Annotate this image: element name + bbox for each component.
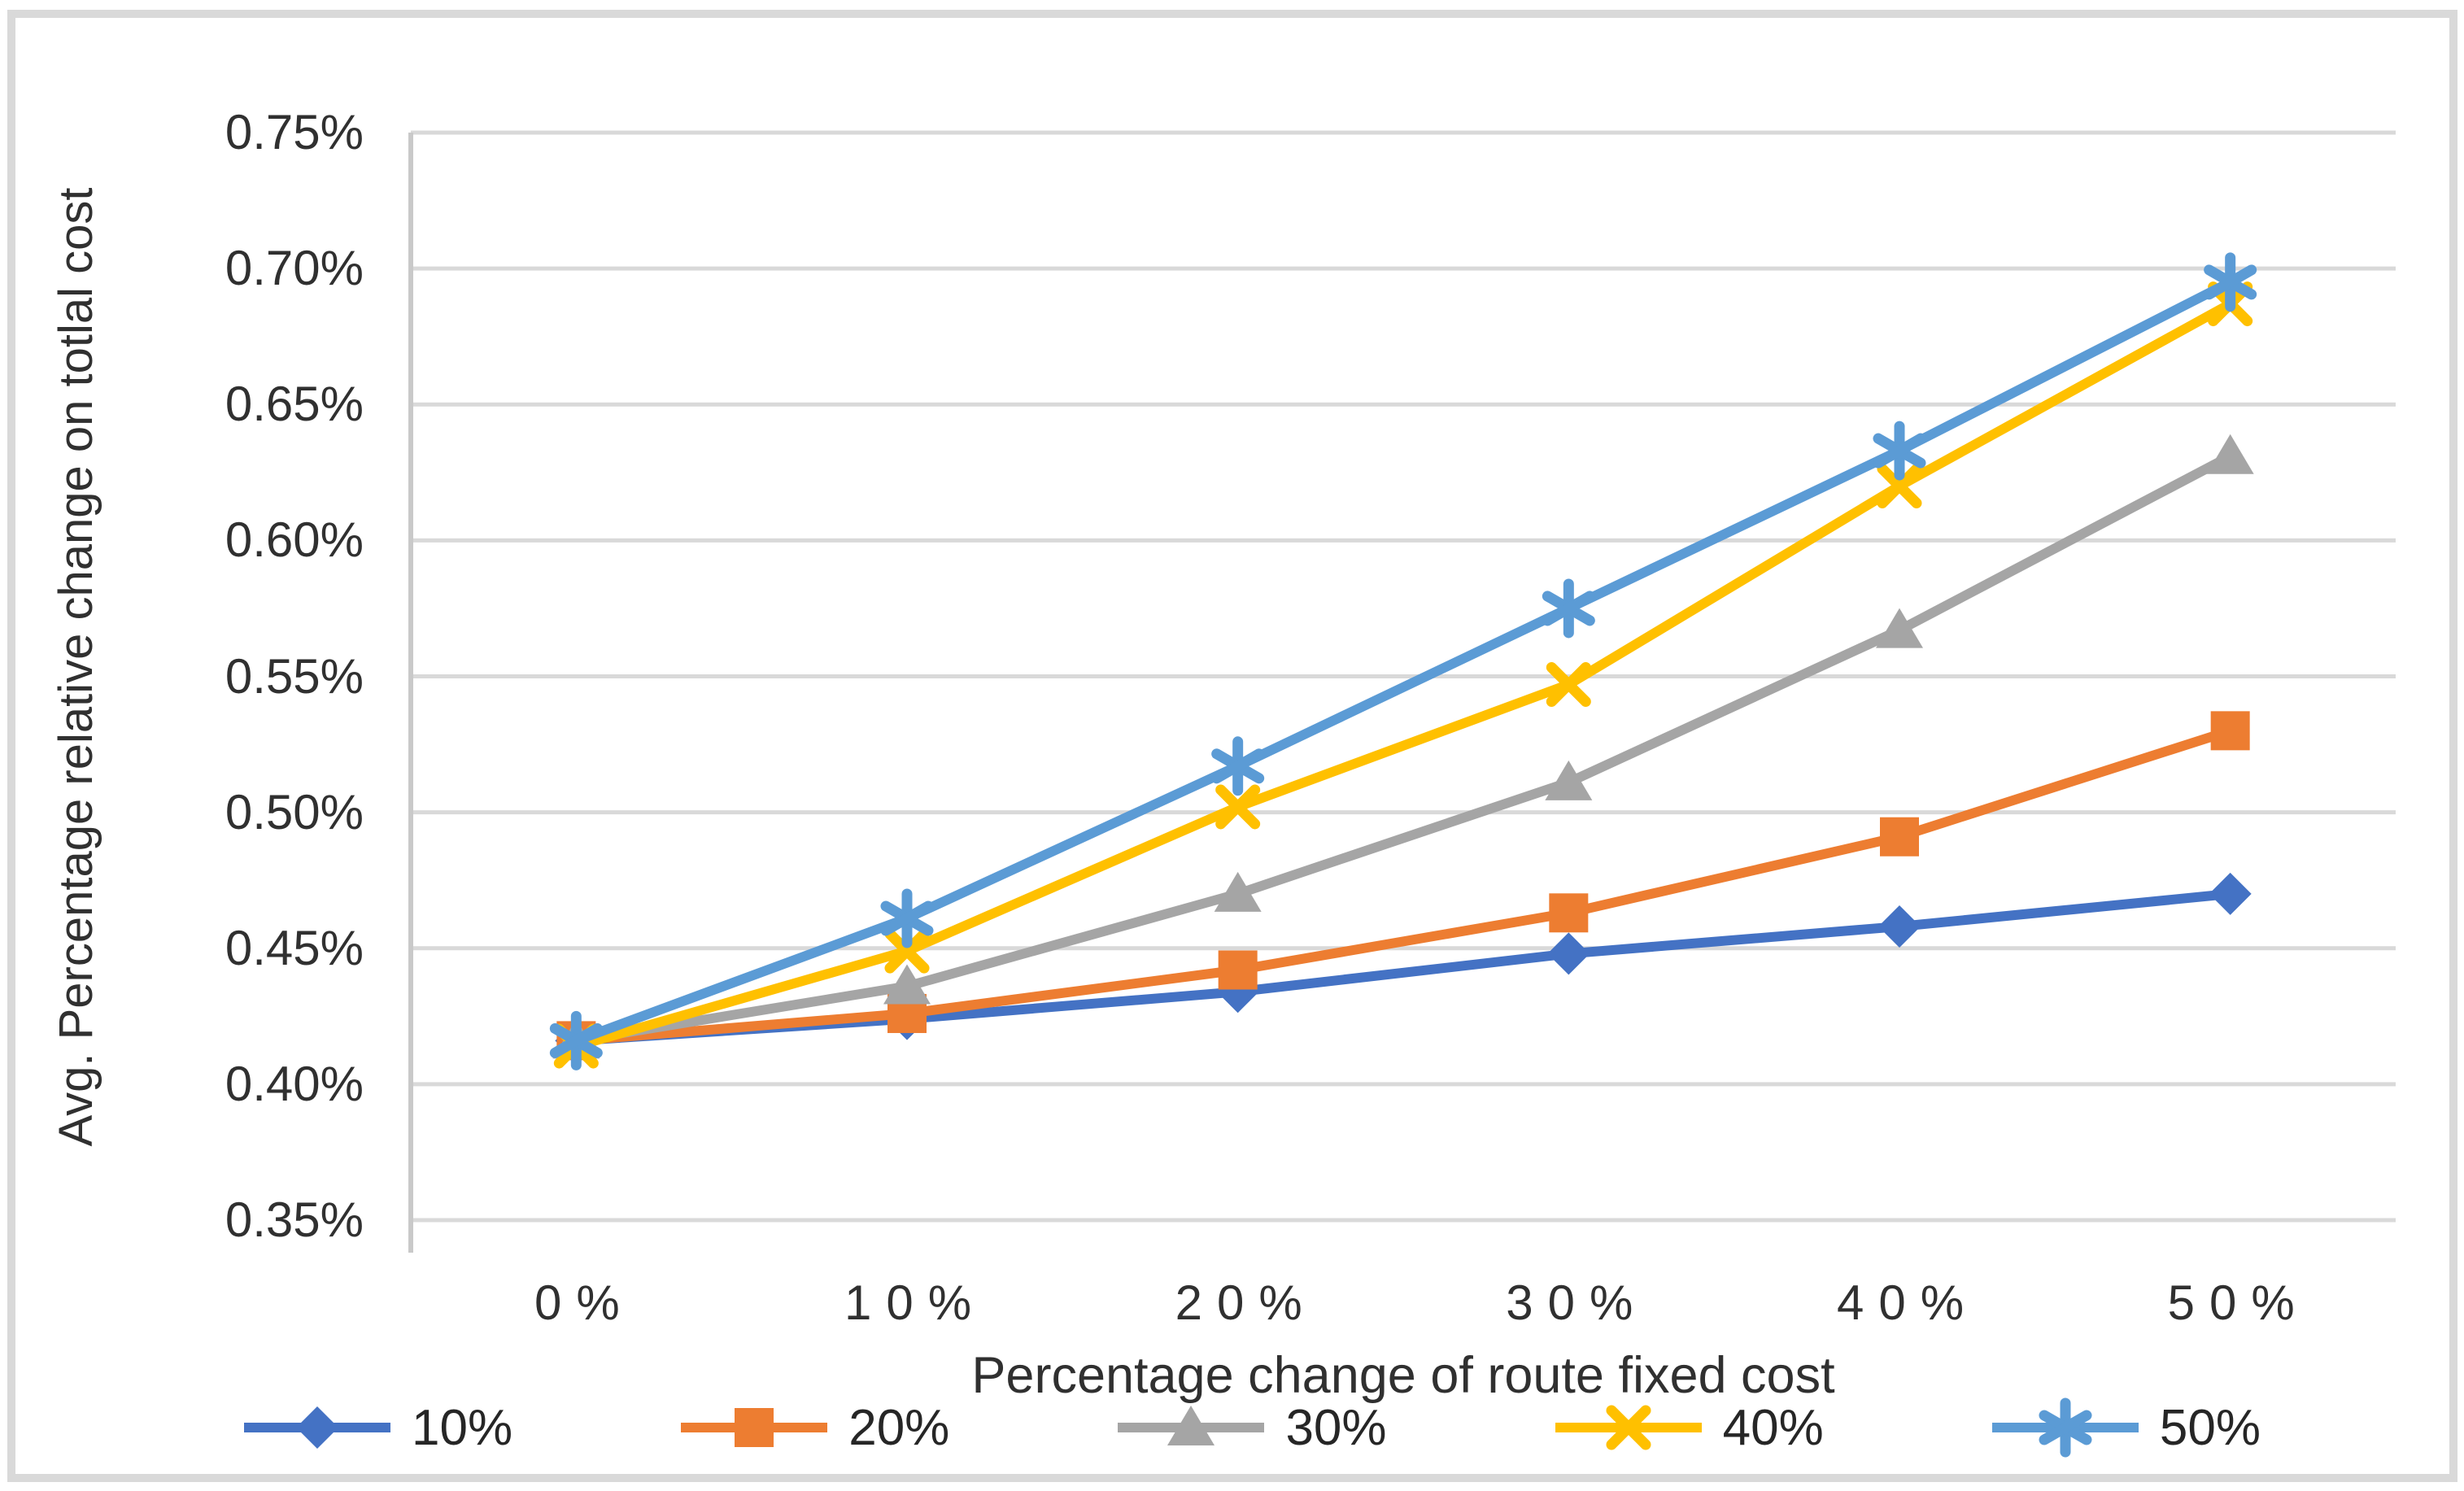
x-tick-label: 50% [2167,1275,2309,1330]
legend-label: 20% [848,1399,950,1456]
series-50% [549,252,2257,1070]
legend-item-20%: 20% [681,1391,949,1464]
x-tick-label: 30% [1506,1275,1648,1330]
y-tick-label: 0.60% [225,512,364,568]
gridlines [411,130,2396,1223]
legend-item-10%: 10% [244,1391,512,1464]
legend-item-30%: 30% [1118,1391,1387,1464]
x-tick-label: 0% [534,1275,635,1330]
legend-item-50%: 50% [1991,1391,2261,1464]
x-tick-label: 40% [1836,1275,1979,1330]
legend-label: 40% [1722,1399,1824,1456]
diamond-marker-icon [244,1406,390,1449]
series-10% [555,872,2252,1062]
y-tick-label: 0.75% [225,105,364,159]
y-tick-label: 0.40% [225,1056,364,1111]
asterisk-marker-icon [1991,1397,2139,1458]
y-tick-label: 0.70% [225,241,364,296]
legend-label: 10% [412,1399,513,1456]
square-marker-icon [681,1408,828,1447]
legend-label: 50% [2159,1399,2261,1456]
y-axis-title: Avg. Percentage relative change on totla… [50,187,102,1147]
legend-label: 30% [1285,1399,1387,1456]
legend-item-40%: 40% [1555,1391,1824,1464]
x-tick-label: 10% [844,1275,987,1330]
x-marker-icon [1555,1405,1702,1450]
y-tick-label: 0.35% [225,1192,364,1247]
y-tick-label: 0.65% [225,377,364,432]
triangle-marker-icon [1118,1406,1265,1445]
y-tick-label: 0.55% [225,648,364,704]
x-tick-label: 20% [1175,1275,1317,1330]
y-tick-label: 0.45% [225,920,364,975]
x-axis-title: Percentage change of route fixed cost [971,1347,1835,1404]
legend: 10% 20% 30% 40% 50% [244,1383,2261,1472]
series-20% [556,711,2250,1061]
y-tick-label: 0.50% [225,784,364,839]
